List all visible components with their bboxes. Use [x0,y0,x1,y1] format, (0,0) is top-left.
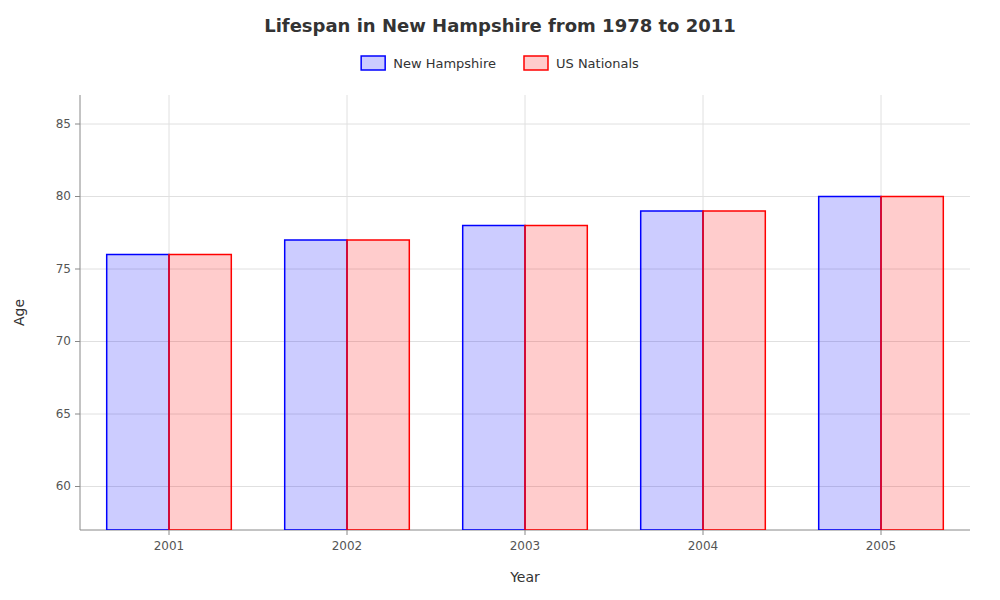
bars [107,197,944,531]
bar [347,240,409,530]
title: Lifespan in New Hampshire from 1978 to 2… [264,15,736,36]
bar [881,197,943,531]
bar [169,255,231,531]
y-tick [75,414,80,415]
x-tick [347,530,348,535]
bar [285,240,347,530]
bar [107,255,169,531]
x-tick-label: 2005 [866,539,897,553]
legend-swatch [361,56,385,70]
y-tick [75,341,80,342]
grid [80,95,970,530]
bar [703,211,765,530]
y-tick [75,269,80,270]
y-tick-label: 60 [56,479,71,493]
y-axis-line [80,95,81,530]
bar [525,226,587,531]
legend-label: US Nationals [556,56,639,71]
legend-label: New Hampshire [393,56,496,71]
legend-swatch [524,56,548,70]
x-tick [703,530,704,535]
y-tick-label: 65 [56,407,71,421]
y-tick [75,124,80,125]
x-tick-label: 2001 [154,539,185,553]
bar [641,211,703,530]
legend: New Hampshire US Nationals [361,56,639,71]
x-tick [881,530,882,535]
x-tick-label: 2003 [510,539,541,553]
x-tick-label: 2002 [332,539,363,553]
legend-item: US Nationals [524,56,639,71]
chart: 60 65 70 75 80 85 2001 2002 2003 2004 2005 Year Age L… [0,0,1000,600]
x-tick [169,530,170,535]
y-axis-label: Age [11,299,27,326]
y-tick [75,196,80,197]
y-tick [75,486,80,487]
x-tick-label: 2004 [688,539,719,553]
x-axis-label: Year [509,569,540,585]
bar [463,226,525,531]
y-tick-label: 75 [56,262,71,276]
legend-item: New Hampshire [361,56,496,71]
x-tick [525,530,526,535]
bar [819,197,881,531]
y-tick-label: 85 [56,117,71,131]
y-tick-label: 70 [56,334,71,348]
y-tick-label: 80 [56,189,71,203]
chart-container: 60 65 70 75 80 85 2001 2002 2003 2004 2005 Year Age L… [0,0,1000,600]
